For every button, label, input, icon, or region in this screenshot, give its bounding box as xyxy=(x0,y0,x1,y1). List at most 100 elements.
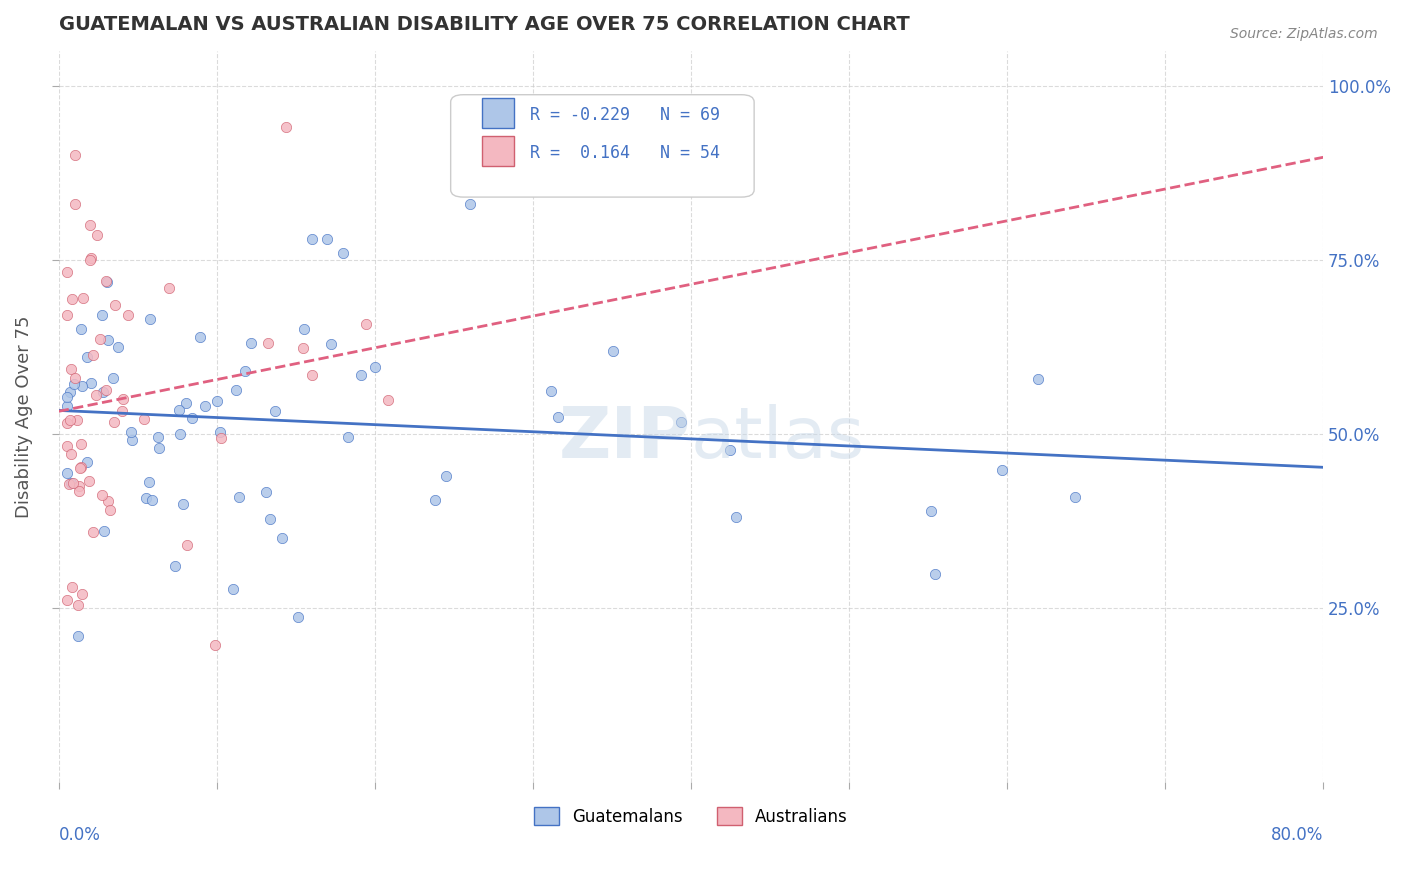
Australians xyxy=(70,459,93,474)
Guatemalans xyxy=(80,376,103,390)
Australians xyxy=(67,598,90,612)
Australians xyxy=(84,388,107,402)
Australians xyxy=(59,413,82,427)
Australians xyxy=(157,281,180,295)
Guatemalans xyxy=(458,197,481,211)
Guatemalans xyxy=(138,475,160,489)
Australians xyxy=(58,476,80,491)
FancyBboxPatch shape xyxy=(451,95,754,197)
Guatemalans xyxy=(120,425,142,440)
Guatemalans xyxy=(207,394,229,409)
Guatemalans xyxy=(91,309,114,323)
Guatemalans xyxy=(225,383,247,397)
Australians xyxy=(377,392,399,407)
Guatemalans xyxy=(76,350,98,364)
Australians xyxy=(77,475,100,489)
Australians xyxy=(66,412,89,426)
Guatemalans xyxy=(434,469,457,483)
Text: 80.0%: 80.0% xyxy=(1271,826,1323,844)
Australians xyxy=(63,197,86,211)
Australians xyxy=(55,416,77,430)
Guatemalans xyxy=(990,463,1012,477)
Guatemalans xyxy=(671,415,693,429)
Guatemalans xyxy=(1064,490,1087,504)
Australians xyxy=(63,370,86,384)
Australians xyxy=(111,404,134,418)
Australians xyxy=(176,538,198,552)
Guatemalans xyxy=(96,276,118,290)
Guatemalans xyxy=(1026,372,1049,386)
Australians xyxy=(257,336,280,351)
Guatemalans xyxy=(70,379,93,393)
Guatemalans xyxy=(93,524,115,538)
Guatemalans xyxy=(138,312,160,326)
Guatemalans xyxy=(148,441,170,455)
Guatemalans xyxy=(135,491,157,505)
Australians xyxy=(55,265,77,279)
Text: 0.0%: 0.0% xyxy=(59,826,101,844)
Guatemalans xyxy=(547,409,569,424)
Australians xyxy=(70,437,93,451)
Guatemalans xyxy=(301,232,323,246)
Guatemalans xyxy=(163,559,186,574)
Australians xyxy=(67,479,90,493)
Australians xyxy=(72,291,94,305)
Text: Source: ZipAtlas.com: Source: ZipAtlas.com xyxy=(1230,27,1378,41)
Australians xyxy=(60,447,83,461)
Text: atlas: atlas xyxy=(690,404,865,473)
Text: R = -0.229   N = 69: R = -0.229 N = 69 xyxy=(530,106,720,124)
Australians xyxy=(204,638,226,652)
Guatemalans xyxy=(332,245,354,260)
Guatemalans xyxy=(190,330,212,344)
Guatemalans xyxy=(59,385,82,400)
Guatemalans xyxy=(363,360,385,375)
Guatemalans xyxy=(194,399,217,413)
Legend: Guatemalans, Australians: Guatemalans, Australians xyxy=(527,801,855,832)
Australians xyxy=(60,580,83,594)
Australians xyxy=(90,488,112,502)
Australians xyxy=(55,439,77,453)
Australians xyxy=(94,383,117,397)
Guatemalans xyxy=(602,344,624,359)
Guatemalans xyxy=(209,425,232,439)
Guatemalans xyxy=(174,395,197,409)
Guatemalans xyxy=(319,336,342,351)
Guatemalans xyxy=(97,334,120,348)
Australians xyxy=(60,361,83,376)
Guatemalans xyxy=(725,510,748,524)
Guatemalans xyxy=(167,402,190,417)
Australians xyxy=(301,368,323,382)
Guatemalans xyxy=(540,384,562,399)
Australians xyxy=(60,292,83,306)
Australians xyxy=(67,484,90,499)
Guatemalans xyxy=(287,610,309,624)
Guatemalans xyxy=(172,497,194,511)
Guatemalans xyxy=(91,384,114,399)
Australians xyxy=(103,415,125,429)
Guatemalans xyxy=(350,368,373,382)
Guatemalans xyxy=(169,426,191,441)
Text: GUATEMALAN VS AUSTRALIAN DISABILITY AGE OVER 75 CORRELATION CHART: GUATEMALAN VS AUSTRALIAN DISABILITY AGE … xyxy=(59,15,910,34)
Guatemalans xyxy=(920,504,942,518)
Guatemalans xyxy=(718,443,741,458)
Australians xyxy=(86,228,108,243)
Australians xyxy=(117,308,139,322)
Australians xyxy=(291,341,314,355)
Australians xyxy=(89,332,111,346)
Guatemalans xyxy=(121,433,143,447)
Guatemalans xyxy=(239,335,262,350)
Australians xyxy=(70,587,93,601)
Text: ZIP: ZIP xyxy=(558,404,690,473)
Guatemalans xyxy=(103,371,125,385)
Text: R =  0.164   N = 54: R = 0.164 N = 54 xyxy=(530,145,720,162)
Guatemalans xyxy=(55,399,77,413)
Australians xyxy=(276,120,298,134)
Australians xyxy=(209,431,232,445)
FancyBboxPatch shape xyxy=(482,136,515,166)
Australians xyxy=(69,461,91,475)
Guatemalans xyxy=(254,484,277,499)
Guatemalans xyxy=(63,377,86,392)
Guatemalans xyxy=(264,403,287,417)
Australians xyxy=(82,347,104,361)
Guatemalans xyxy=(146,429,169,443)
